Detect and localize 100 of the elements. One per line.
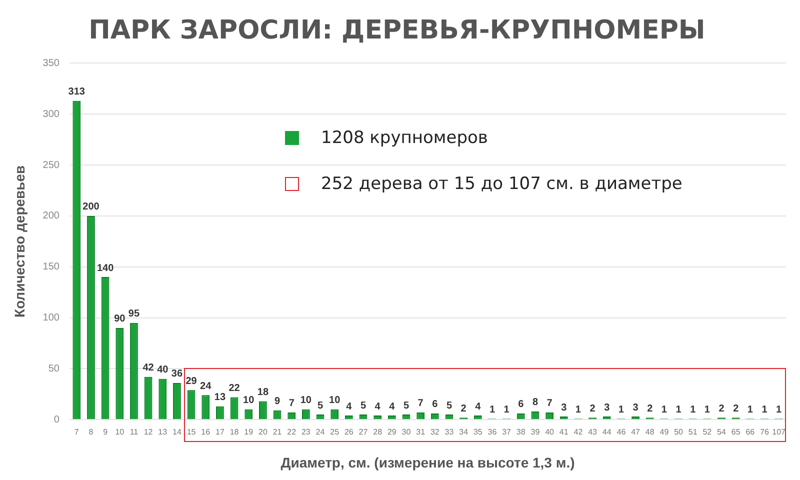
data-label: 6 <box>518 399 524 410</box>
x-tick-label: 76 <box>760 428 770 437</box>
data-label: 2 <box>647 403 654 414</box>
x-tick-label: 19 <box>244 428 254 437</box>
y-tick-label: 350 <box>42 58 60 69</box>
x-tick-label: 16 <box>201 428 211 437</box>
x-tick-label: 46 <box>616 428 626 437</box>
data-label: 1 <box>575 404 582 416</box>
x-tick-label: 28 <box>373 428 383 437</box>
x-tick-label: 25 <box>330 428 340 437</box>
data-label: 95 <box>128 308 140 320</box>
x-tick-label: 29 <box>387 428 397 437</box>
data-label: 3 <box>632 402 639 414</box>
x-tick-label: 35 <box>473 428 483 437</box>
x-tick-label: 34 <box>459 428 469 437</box>
data-label: 36 <box>171 368 183 380</box>
data-label: 90 <box>114 314 126 325</box>
x-tick-label: 51 <box>688 428 698 437</box>
data-label: 1 <box>489 404 496 416</box>
data-label: 42 <box>142 362 154 374</box>
x-tick-label: 7 <box>74 428 80 437</box>
data-label: 6 <box>432 399 438 410</box>
x-tick-label: 26 <box>344 428 354 437</box>
x-tick-label: 14 <box>172 428 182 437</box>
data-label: 13 <box>214 392 226 404</box>
x-tick-label: 36 <box>488 428 498 437</box>
data-label: 1 <box>776 404 782 416</box>
x-tick-label: 39 <box>530 428 540 437</box>
x-tick-label: 37 <box>502 428 512 437</box>
x-tick-label: 27 <box>358 428 368 437</box>
x-tick-label: 20 <box>258 428 268 437</box>
data-label: 1 <box>661 404 668 416</box>
data-label: 3 <box>604 402 610 414</box>
data-label: 5 <box>317 400 324 412</box>
data-label: 18 <box>257 387 269 398</box>
data-label: 1 <box>762 404 768 416</box>
x-tick-label: 47 <box>631 428 641 437</box>
x-tick-label: 21 <box>272 428 282 437</box>
x-tick-label: 48 <box>645 428 655 437</box>
data-label: 4 <box>346 401 352 412</box>
data-label: 10 <box>329 395 341 406</box>
data-label: 22 <box>228 382 240 394</box>
data-label: 7 <box>546 398 553 410</box>
data-label: 7 <box>288 398 295 410</box>
x-tick-label: 9 <box>103 428 108 437</box>
data-label: 4 <box>389 401 396 412</box>
data-label: 1 <box>504 404 510 416</box>
data-label: 4 <box>374 401 381 412</box>
data-label: 7 <box>418 398 424 410</box>
x-tick-label: 49 <box>660 428 670 437</box>
y-axis-title: Количество деревьев <box>11 164 28 318</box>
x-tick-label: 107 <box>772 428 786 437</box>
data-label: 8 <box>532 397 538 408</box>
data-label: 140 <box>96 262 114 274</box>
data-label: 9 <box>274 396 280 408</box>
x-tick-label: 30 <box>402 428 412 437</box>
x-tick-label: 12 <box>144 428 154 437</box>
data-label: 1 <box>704 404 710 416</box>
data-label: 10 <box>243 395 255 406</box>
x-tick-label: 32 <box>430 428 440 437</box>
x-tick-label: 31 <box>416 428 426 437</box>
x-tick-label: 41 <box>559 428 569 437</box>
chart-title: ПАРК ЗАРОСЛИ: ДЕРЕВЬЯ-КРУПНОМЕРЫ <box>88 15 706 46</box>
data-label: 10 <box>300 395 312 406</box>
data-label: 3 <box>561 402 568 414</box>
x-tick-label: 23 <box>301 428 311 437</box>
x-tick-label: 50 <box>674 428 684 437</box>
x-tick-label: 24 <box>316 428 326 437</box>
y-tick-label: 0 <box>54 414 60 426</box>
x-tick-label: 8 <box>88 428 94 437</box>
x-tick-label: 17 <box>216 428 225 437</box>
data-label: 313 <box>68 86 86 98</box>
x-tick-label: 22 <box>287 428 297 437</box>
data-label: 24 <box>200 380 212 392</box>
data-label: 2 <box>460 403 467 414</box>
data-label: 1 <box>690 404 696 416</box>
x-tick-label: 42 <box>574 428 584 437</box>
y-tick-label: 50 <box>48 363 60 374</box>
x-tick-label: 52 <box>702 428 712 437</box>
x-tick-label: 10 <box>115 428 125 437</box>
data-label: 5 <box>403 400 410 412</box>
y-tick-label: 150 <box>42 262 60 273</box>
x-tick-label: 38 <box>516 428 526 437</box>
x-tick-label: 33 <box>444 428 454 437</box>
data-label: 1 <box>618 404 624 416</box>
data-label: 2 <box>718 403 725 414</box>
y-tick-label: 250 <box>42 160 60 171</box>
data-label: 40 <box>157 364 169 376</box>
x-tick-label: 11 <box>130 428 139 437</box>
y-tick-label: 100 <box>42 312 60 324</box>
x-axis-title: Диаметр, см. (измерение на высоте 1,3 м.) <box>280 454 575 470</box>
x-tick-label: 15 <box>186 428 196 437</box>
x-tick-label: 54 <box>717 428 727 437</box>
data-label: 4 <box>475 401 482 412</box>
x-tick-label: 13 <box>158 428 168 437</box>
x-tick-label: 43 <box>588 428 598 437</box>
y-tick-label: 200 <box>42 210 60 222</box>
annotation: 252 дерева от 15 до 107 см. в диаметре <box>321 174 682 194</box>
data-label: 200 <box>82 202 100 213</box>
data-label: 5 <box>446 400 452 412</box>
